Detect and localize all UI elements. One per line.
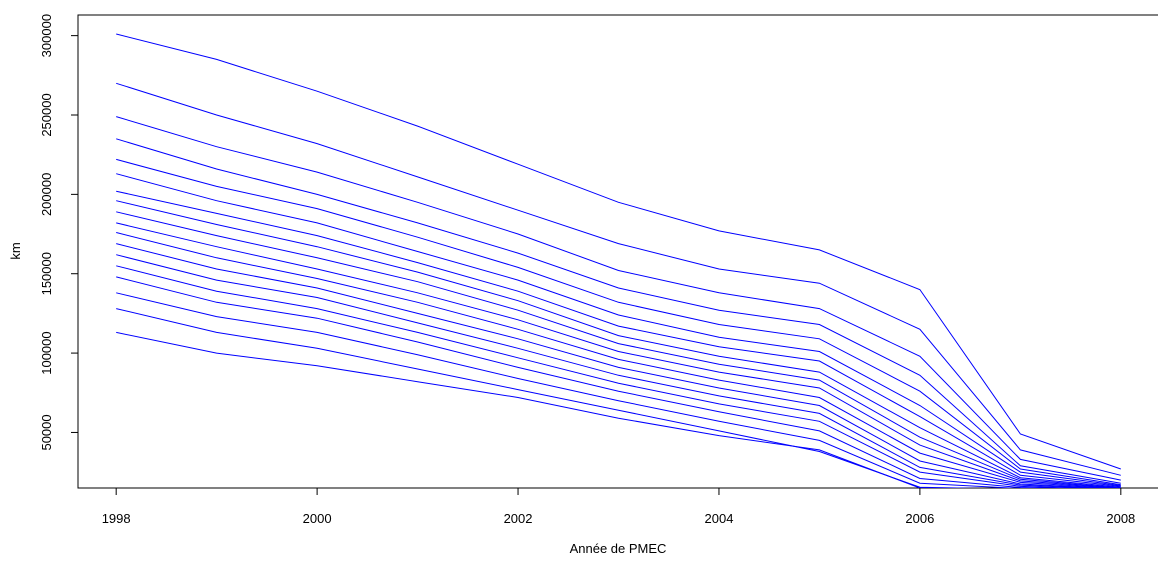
x-axis: 1998 2000 2002 2004 2006 2008 [102,488,1135,526]
plot-frame [77,14,1158,489]
y-tick-label-200000: 200000 [39,173,54,216]
series-line-2 [116,82,1121,476]
series-line-4 [116,138,1121,484]
x-tick-label-2008: 2008 [1106,511,1135,526]
x-tick-label-2002: 2002 [504,511,533,526]
series-line-16 [116,292,1021,488]
y-axis: 50000 100000 150000 200000 250000 300000 [39,14,78,451]
series-line-15 [116,276,1060,488]
series-line-5 [116,158,1121,486]
series-line-14 [116,265,1085,488]
x-axis-title: Année de PMEC [570,541,667,556]
y-axis-title: km [8,242,23,259]
y-tick-label-250000: 250000 [39,93,54,136]
x-tick-label-2004: 2004 [705,511,734,526]
series-line-17 [116,308,983,488]
y-tick-label-50000: 50000 [39,414,54,450]
series-line-9 [116,211,1121,488]
y-tick-label-150000: 150000 [39,252,54,295]
series-line-12 [116,243,1110,488]
series-line-1 [116,33,1121,470]
y-tick-label-100000: 100000 [39,331,54,374]
series-line-18 [116,331,947,488]
x-tick-label-1998: 1998 [102,511,131,526]
x-tick-label-2006: 2006 [905,511,934,526]
series-line-11 [116,232,1117,488]
series-line-6 [116,173,1121,487]
y-tick-label-300000: 300000 [39,14,54,57]
series-group [116,33,1121,488]
series-line-3 [116,116,1121,481]
series-line-7 [116,190,1121,487]
x-tick-label-2000: 2000 [303,511,332,526]
series-line-8 [116,200,1121,488]
series-line-13 [116,254,1100,488]
series-line-10 [116,222,1121,488]
